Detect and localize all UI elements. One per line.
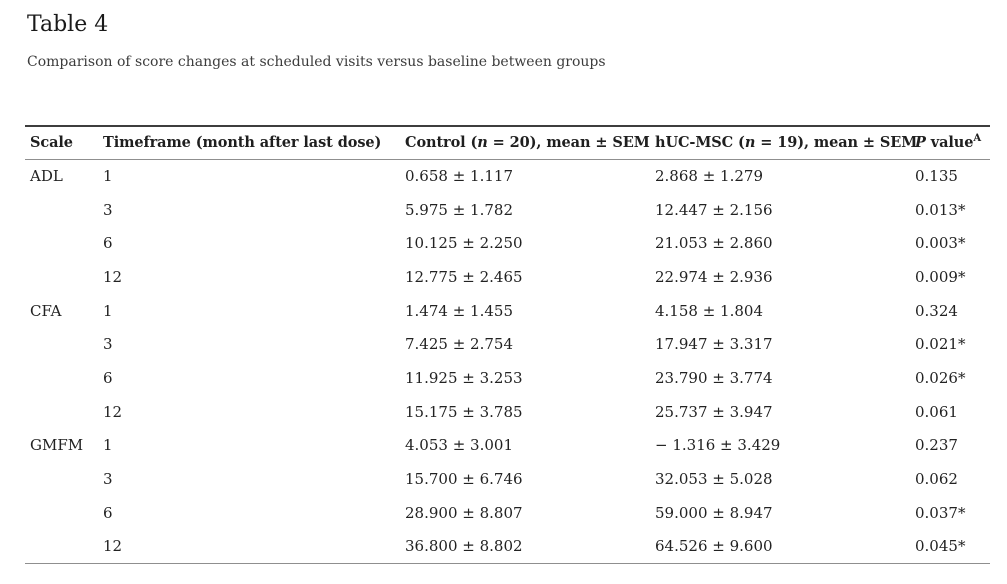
timeframe-cell: 3 [103, 200, 113, 219]
pvalue-cell: 0.021* [915, 335, 966, 354]
scale-cell: CFA [30, 301, 62, 320]
table-row: 3 5.975 ± 1.782 12.447 ± 2.156 0.013* [25, 193, 990, 227]
table-row: 6 28.900 ± 8.807 59.000 ± 8.947 0.037* [25, 496, 990, 530]
timeframe-cell: 1 [103, 436, 113, 455]
col-header-scale: Scale [25, 126, 103, 160]
footnote-marker-a: A [973, 133, 982, 145]
timeframe-cell: 6 [103, 234, 113, 253]
comparison-table: Scale Timeframe (month after last dose) … [25, 125, 990, 564]
scale-cell [25, 260, 103, 294]
control-cell: 10.125 ± 2.250 [405, 234, 523, 253]
hucmsc-cell: 64.526 ± 9.600 [655, 537, 773, 556]
col-header-control: Control (n = 20), mean ± SEM [405, 126, 655, 160]
table-row: 6 10.125 ± 2.250 21.053 ± 2.860 0.003* [25, 226, 990, 260]
pvalue-cell: 0.003* [915, 234, 966, 253]
timeframe-cell: 3 [103, 335, 113, 354]
pvalue-cell: 0.045* [915, 537, 966, 556]
pvalue-cell: 0.026* [915, 368, 966, 387]
scale-cell [25, 530, 103, 564]
header-text-fragment: = 19), mean ± SEM [755, 134, 918, 152]
pvalue-cell: 0.135 [915, 167, 958, 186]
timeframe-cell: 6 [103, 368, 113, 387]
hucmsc-cell: 22.974 ± 2.936 [655, 267, 773, 286]
table-row: 12 12.775 ± 2.465 22.974 ± 2.936 0.009* [25, 260, 990, 294]
timeframe-cell: 12 [103, 537, 123, 556]
col-header-timeframe: Timeframe (month after last dose) [103, 126, 405, 160]
scale-cell: GMFM [30, 436, 84, 455]
scale-cell [25, 462, 103, 496]
table-row: CFA 1 1.474 ± 1.455 4.158 ± 1.804 0.324 [25, 294, 990, 328]
control-cell: 4.053 ± 3.001 [405, 436, 513, 455]
control-cell: 5.975 ± 1.782 [405, 200, 513, 219]
control-cell: 1.474 ± 1.455 [405, 301, 513, 320]
table-row: 3 15.700 ± 6.746 32.053 ± 5.028 0.062 [25, 462, 990, 496]
scale-cell [25, 193, 103, 227]
hucmsc-cell: 32.053 ± 5.028 [655, 470, 773, 489]
hucmsc-cell: 23.790 ± 3.774 [655, 368, 773, 387]
table-row: 12 15.175 ± 3.785 25.737 ± 3.947 0.061 [25, 395, 990, 429]
control-cell: 36.800 ± 8.802 [405, 537, 523, 556]
pvalue-cell: 0.037* [915, 503, 966, 522]
header-text-fragment: hUC-MSC ( [655, 134, 745, 152]
header-row: Scale Timeframe (month after last dose) … [25, 126, 990, 160]
table-title: Table 4 [27, 12, 109, 37]
control-cell: 12.775 ± 2.465 [405, 267, 523, 286]
scale-cell [25, 327, 103, 361]
table-row: ADL 1 0.658 ± 1.117 2.868 ± 1.279 0.135 [25, 159, 990, 193]
scale-cell [25, 361, 103, 395]
pvalue-cell: 0.324 [915, 301, 958, 320]
pvalue-cell: 0.237 [915, 436, 958, 455]
timeframe-cell: 12 [103, 402, 123, 421]
hucmsc-cell: 2.868 ± 1.279 [655, 167, 763, 186]
hucmsc-cell: − 1.316 ± 3.429 [655, 436, 781, 455]
hucmsc-cell: 12.447 ± 2.156 [655, 200, 773, 219]
timeframe-cell: 1 [103, 301, 113, 320]
control-cell: 0.658 ± 1.117 [405, 167, 513, 186]
header-text-fragment: value [925, 134, 974, 152]
scale-cell: ADL [30, 167, 63, 186]
col-header-pvalue: P valueA [915, 126, 990, 160]
timeframe-cell: 6 [103, 503, 113, 522]
table-row: 6 11.925 ± 3.253 23.790 ± 3.774 0.026* [25, 361, 990, 395]
control-cell: 15.175 ± 3.785 [405, 402, 523, 421]
pvalue-cell: 0.062 [915, 470, 958, 489]
hucmsc-cell: 4.158 ± 1.804 [655, 301, 763, 320]
table-caption: Comparison of score changes at scheduled… [27, 54, 606, 70]
pvalue-cell: 0.013* [915, 200, 966, 219]
hucmsc-cell: 25.737 ± 3.947 [655, 402, 773, 421]
italic-p: P [915, 134, 926, 152]
italic-n: n [744, 134, 756, 152]
table-row: 3 7.425 ± 2.754 17.947 ± 3.317 0.021* [25, 327, 990, 361]
header-text-fragment: Control ( [405, 134, 478, 152]
timeframe-cell: 12 [103, 267, 123, 286]
scale-cell [25, 395, 103, 429]
table-row: 12 36.800 ± 8.802 64.526 ± 9.600 0.045* [25, 530, 990, 564]
table-row: GMFM 1 4.053 ± 3.001 − 1.316 ± 3.429 0.2… [25, 429, 990, 463]
col-header-hucmsc: hUC-MSC (n = 19), mean ± SEM [655, 126, 918, 160]
control-cell: 7.425 ± 2.754 [405, 335, 513, 354]
italic-n: n [477, 134, 488, 152]
control-cell: 11.925 ± 3.253 [405, 368, 523, 387]
control-cell: 28.900 ± 8.807 [405, 503, 523, 522]
control-cell: 15.700 ± 6.746 [405, 470, 523, 489]
pvalue-cell: 0.009* [915, 267, 966, 286]
scale-cell [25, 226, 103, 260]
timeframe-cell: 3 [103, 470, 113, 489]
pvalue-cell: 0.061 [915, 402, 958, 421]
scale-cell [25, 496, 103, 530]
hucmsc-cell: 21.053 ± 2.860 [655, 234, 773, 253]
header-text-fragment: = 20), mean ± SEM [487, 134, 650, 152]
timeframe-cell: 1 [103, 167, 113, 186]
hucmsc-cell: 59.000 ± 8.947 [655, 503, 773, 522]
hucmsc-cell: 17.947 ± 3.317 [655, 335, 773, 354]
